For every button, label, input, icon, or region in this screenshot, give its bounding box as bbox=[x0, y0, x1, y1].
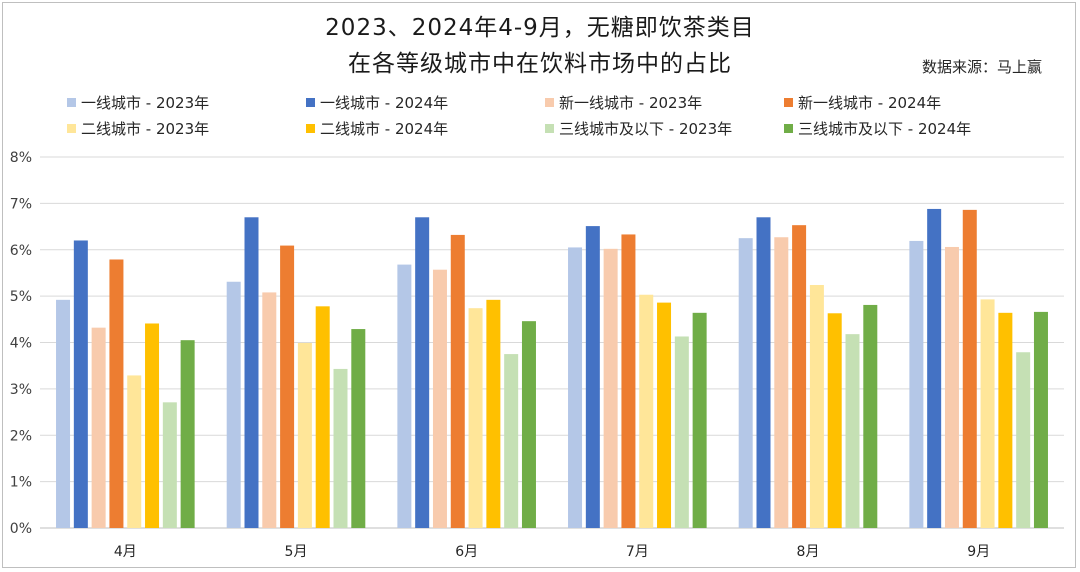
legend-swatch bbox=[306, 123, 315, 133]
bar bbox=[486, 299, 501, 528]
bar bbox=[262, 292, 277, 528]
bar bbox=[639, 294, 654, 528]
bar bbox=[909, 240, 924, 528]
legend-swatch bbox=[306, 97, 315, 107]
y-tick-label: 2% bbox=[10, 428, 32, 444]
bar bbox=[226, 281, 241, 528]
data-source-note: 数据来源：马上赢 bbox=[921, 58, 1042, 76]
legend-item: 二线城市 - 2023年 bbox=[67, 118, 209, 138]
chart-title-line-2: 在各等级城市中在饮料市场中的占比 bbox=[348, 51, 732, 77]
y-tick-label: 6% bbox=[10, 243, 32, 259]
legend-swatch bbox=[545, 123, 554, 133]
y-tick-label: 7% bbox=[10, 196, 32, 212]
legend-label: 新一线城市 - 2023年 bbox=[559, 93, 703, 112]
y-tick-label: 3% bbox=[10, 382, 32, 398]
bar bbox=[315, 306, 330, 528]
chart-title-line-1: 2023、2024年4-9月，无糖即饮茶类目 bbox=[325, 15, 755, 41]
x-category-label: 9月 bbox=[967, 544, 990, 560]
y-tick-label: 4% bbox=[10, 336, 32, 352]
bar bbox=[109, 259, 124, 528]
bar bbox=[944, 246, 959, 528]
legend-label: 三线城市及以下 - 2024年 bbox=[798, 119, 972, 138]
bar bbox=[450, 234, 465, 528]
bar bbox=[1016, 352, 1031, 528]
bar bbox=[280, 245, 295, 529]
bar bbox=[621, 234, 636, 529]
bar bbox=[674, 336, 689, 528]
bar bbox=[774, 237, 789, 528]
bar bbox=[603, 248, 618, 528]
bar bbox=[504, 354, 519, 528]
legend-label: 一线城市 - 2023年 bbox=[81, 93, 210, 112]
bar bbox=[657, 302, 672, 528]
x-category-label: 5月 bbox=[285, 544, 308, 560]
legend-label: 三线城市及以下 - 2023年 bbox=[559, 119, 733, 138]
bar bbox=[432, 269, 447, 528]
legend-item: 一线城市 - 2023年 bbox=[67, 92, 209, 112]
bar bbox=[127, 375, 142, 528]
bar bbox=[568, 247, 583, 528]
legend-item: 一线城市 - 2024年 bbox=[306, 92, 448, 112]
legend-item: 三线城市及以下 - 2024年 bbox=[784, 118, 971, 138]
bar bbox=[145, 323, 160, 528]
bar bbox=[962, 209, 977, 528]
legend-swatch bbox=[545, 97, 554, 107]
legend-item: 二线城市 - 2024年 bbox=[306, 118, 448, 138]
bar bbox=[333, 368, 348, 528]
bar bbox=[244, 217, 259, 528]
x-category-label: 4月 bbox=[114, 544, 137, 560]
bar bbox=[73, 240, 88, 528]
legend-label: 二线城市 - 2023年 bbox=[81, 119, 210, 138]
bar bbox=[162, 402, 177, 528]
bar bbox=[845, 334, 860, 528]
legend-label: 一线城市 - 2024年 bbox=[320, 93, 449, 112]
x-category-label: 6月 bbox=[455, 544, 478, 560]
bar bbox=[927, 208, 942, 528]
bar bbox=[297, 342, 312, 528]
legend-swatch bbox=[67, 97, 76, 107]
bar bbox=[792, 225, 807, 528]
y-tick-label: 1% bbox=[10, 475, 32, 491]
legend-label: 二线城市 - 2024年 bbox=[320, 119, 449, 138]
bar bbox=[415, 217, 430, 528]
y-tick-label: 0% bbox=[10, 521, 32, 537]
bar bbox=[863, 304, 878, 528]
bar bbox=[521, 321, 536, 528]
x-category-label: 7月 bbox=[626, 544, 649, 560]
legend-swatch bbox=[784, 97, 793, 107]
bar bbox=[692, 312, 707, 528]
bar bbox=[827, 313, 842, 528]
legend-item: 新一线城市 - 2023年 bbox=[545, 92, 702, 112]
bar bbox=[980, 299, 995, 528]
bar bbox=[1033, 311, 1048, 528]
bar bbox=[738, 238, 753, 528]
bar bbox=[351, 329, 366, 528]
legend-item: 新一线城市 - 2024年 bbox=[784, 92, 941, 112]
legend-item: 三线城市及以下 - 2023年 bbox=[545, 118, 732, 138]
bar bbox=[756, 217, 771, 528]
bar bbox=[998, 312, 1013, 528]
x-category-label: 8月 bbox=[797, 544, 820, 560]
legend-label: 新一线城市 - 2024年 bbox=[798, 93, 942, 112]
y-tick-label: 8% bbox=[10, 150, 32, 166]
y-tick-label: 5% bbox=[10, 289, 32, 305]
bar bbox=[397, 264, 412, 528]
legend-swatch bbox=[784, 123, 793, 133]
bar bbox=[56, 299, 71, 528]
bar bbox=[91, 327, 106, 528]
bar bbox=[180, 340, 195, 528]
bar bbox=[468, 308, 483, 528]
bar bbox=[585, 226, 600, 528]
bar bbox=[809, 284, 824, 528]
legend-swatch bbox=[67, 123, 76, 133]
